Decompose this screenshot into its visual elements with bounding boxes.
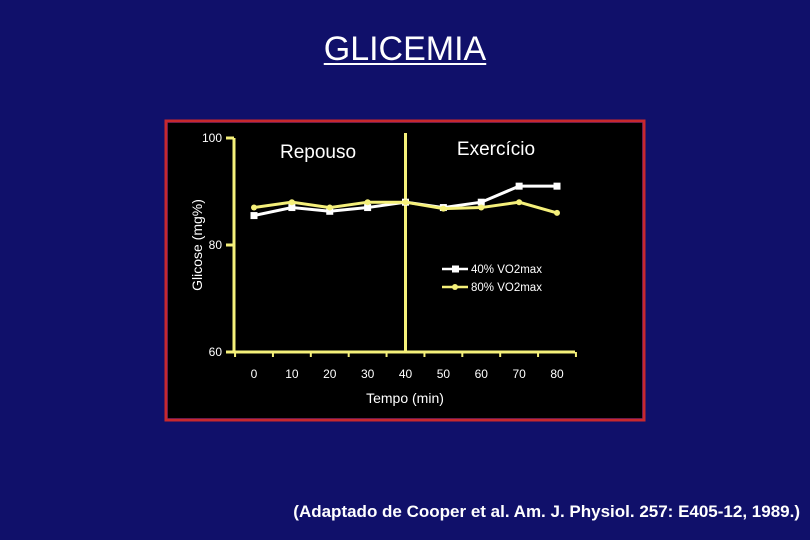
series-80-vo2max-point — [326, 204, 333, 211]
series-40-vo2max-point — [553, 182, 561, 190]
series-80-vo2max-point — [364, 199, 371, 206]
series-80-vo2max-point — [440, 205, 447, 212]
x-tick-label: 20 — [323, 367, 337, 381]
slide-title: GLICEMIA — [323, 30, 487, 68]
phase-label-exercicio: Exercício — [457, 139, 535, 160]
citation: (Adaptado de Cooper et al. Am. J. Physio… — [293, 502, 800, 521]
series-80-vo2max-point — [516, 199, 523, 206]
series-40-vo2max-point — [250, 212, 258, 220]
legend-40-vo2max-swatch-marker — [452, 265, 459, 273]
series-80-vo2max-point — [554, 209, 560, 216]
x-tick-label: 50 — [437, 367, 451, 381]
series-40-vo2max-point — [288, 204, 296, 212]
y-tick-label: 80 — [209, 238, 223, 252]
series-80-vo2max-point — [288, 199, 295, 206]
series-40-vo2max-point — [515, 182, 523, 190]
legend-80-vo2max-label: 80% VO2max — [471, 282, 542, 294]
series-80-vo2max-point — [251, 204, 257, 211]
series-40-vo2max-point — [326, 207, 334, 215]
legend-40-vo2max-label: 40% VO2max — [471, 264, 542, 276]
legend-80-vo2max-swatch-marker — [452, 284, 458, 290]
x-tick-label: 10 — [285, 367, 299, 381]
x-tick-label: 60 — [475, 367, 489, 381]
x-tick-label: 80 — [550, 367, 564, 381]
x-tick-label: 40 — [399, 367, 413, 381]
y-tick-label: 60 — [209, 345, 223, 359]
chart-frame — [164, 119, 646, 422]
x-tick-label: 70 — [512, 367, 526, 381]
x-tick-label: 0 — [251, 367, 258, 381]
series-40-vo2max-point — [364, 204, 372, 212]
x-axis-label: Tempo (min) — [366, 390, 444, 406]
series-40-vo2max-point — [477, 198, 485, 206]
y-axis-label: Glicose (mg%) — [189, 199, 205, 291]
x-tick-label: 30 — [361, 367, 375, 381]
series-80-vo2max-point — [402, 199, 409, 206]
y-tick-label: 100 — [202, 131, 222, 145]
series-80-vo2max-point — [478, 204, 485, 211]
phase-label-repouso: Repouso — [280, 142, 356, 163]
